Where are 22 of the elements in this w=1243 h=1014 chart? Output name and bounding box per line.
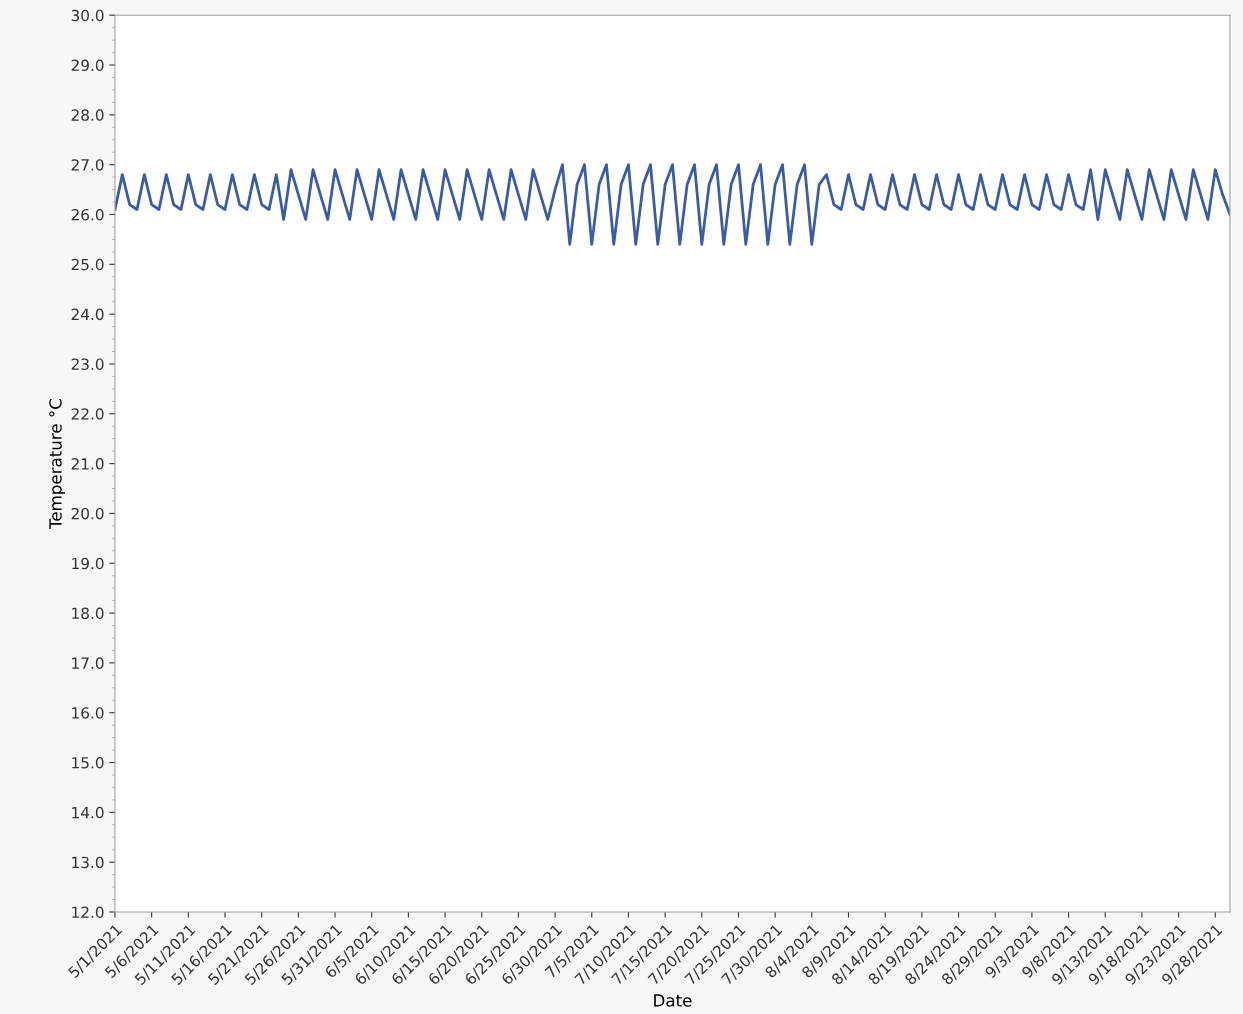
y-tick-label: 16.0 xyxy=(72,707,104,719)
y-tick-label: 28.0 xyxy=(71,109,104,121)
y-axis-title: Temperature °C xyxy=(49,399,65,530)
y-tick-label: 24.0 xyxy=(71,308,104,321)
y-tick-label: 18.0 xyxy=(72,607,104,620)
y-tick-label: 20.0 xyxy=(71,507,104,520)
y-tick-label: 30.0 xyxy=(71,9,104,22)
y-tick-label: 29.0 xyxy=(71,59,104,72)
y-tick-label: 12.0 xyxy=(72,906,104,919)
y-tick-label: 17.0 xyxy=(72,657,104,669)
y-tick-label: 26.0 xyxy=(71,208,104,221)
y-tick-label: 23.0 xyxy=(71,358,104,370)
line-series xyxy=(114,163,1230,246)
y-tick-label: 25.0 xyxy=(71,258,104,271)
y-tick-label: 13.0 xyxy=(72,856,104,869)
x-axis-title: Date xyxy=(654,994,692,1007)
y-tick-label: 19.0 xyxy=(72,557,104,570)
y-tick-label: 15.0 xyxy=(72,756,104,769)
y-tick-label: 27.0 xyxy=(71,159,104,171)
y-tick-label: 14.0 xyxy=(72,806,104,819)
y-tick-label: 22.0 xyxy=(71,408,104,420)
y-tick-label: 21.0 xyxy=(71,458,104,470)
